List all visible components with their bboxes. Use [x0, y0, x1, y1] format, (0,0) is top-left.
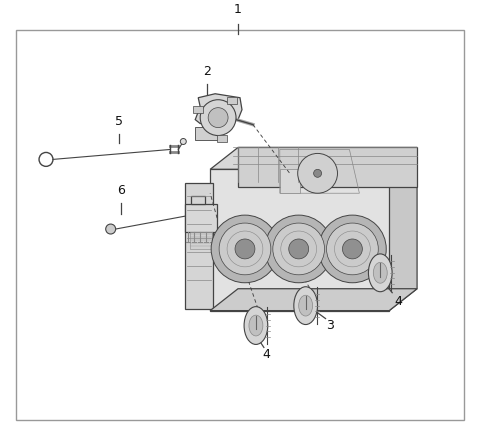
- Text: 2: 2: [203, 65, 211, 78]
- Circle shape: [298, 153, 337, 193]
- Circle shape: [342, 239, 362, 259]
- Ellipse shape: [249, 315, 263, 336]
- Polygon shape: [195, 127, 218, 140]
- Circle shape: [211, 215, 279, 283]
- Ellipse shape: [369, 254, 392, 292]
- Text: 1: 1: [234, 3, 242, 16]
- Bar: [192, 106, 203, 113]
- Bar: [227, 97, 237, 104]
- Text: 4: 4: [394, 295, 402, 308]
- Circle shape: [319, 215, 386, 283]
- Text: 3: 3: [326, 318, 335, 332]
- Text: 4: 4: [262, 348, 270, 361]
- Circle shape: [273, 223, 324, 275]
- Polygon shape: [210, 148, 417, 169]
- Text: 5: 5: [115, 115, 122, 128]
- Circle shape: [219, 223, 271, 275]
- Circle shape: [313, 169, 322, 177]
- Polygon shape: [185, 183, 213, 309]
- Text: 6: 6: [117, 184, 124, 197]
- Circle shape: [326, 223, 378, 275]
- Circle shape: [235, 239, 255, 259]
- Polygon shape: [191, 196, 205, 204]
- Bar: [217, 135, 227, 142]
- Circle shape: [289, 239, 309, 259]
- Circle shape: [265, 215, 333, 283]
- Circle shape: [200, 100, 236, 136]
- Polygon shape: [238, 148, 417, 187]
- Ellipse shape: [294, 287, 317, 324]
- Polygon shape: [389, 148, 417, 311]
- Polygon shape: [190, 232, 212, 249]
- Ellipse shape: [373, 262, 387, 283]
- Polygon shape: [195, 94, 242, 124]
- Circle shape: [106, 224, 116, 234]
- Polygon shape: [210, 169, 389, 311]
- Ellipse shape: [299, 295, 312, 316]
- Circle shape: [180, 139, 186, 145]
- Polygon shape: [210, 289, 417, 311]
- Polygon shape: [280, 169, 300, 193]
- Circle shape: [208, 108, 228, 128]
- Polygon shape: [185, 204, 217, 232]
- Ellipse shape: [244, 306, 268, 345]
